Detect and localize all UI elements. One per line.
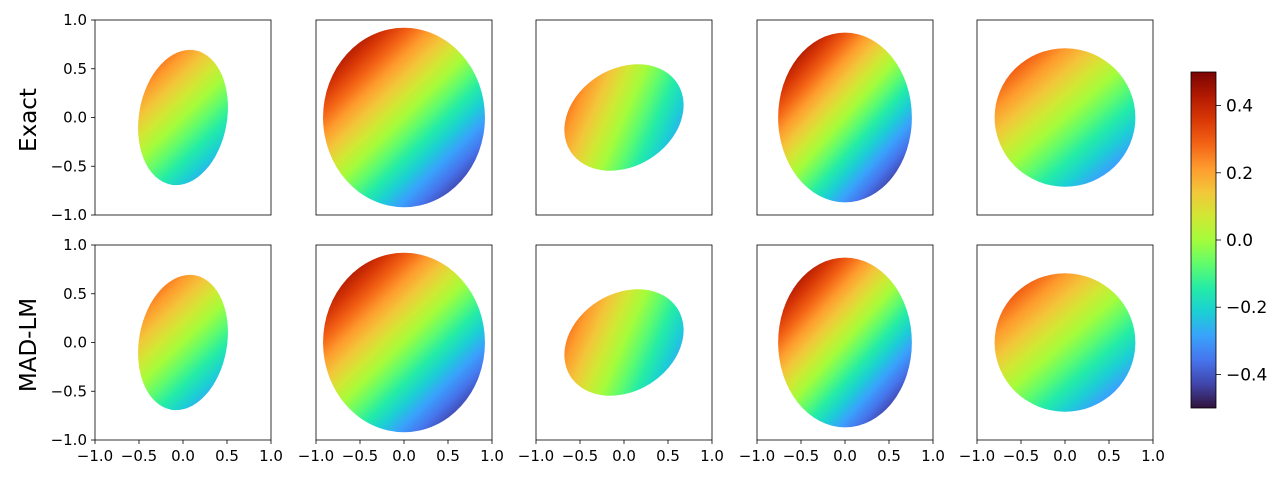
y-tick-label: 1.0 [63, 236, 87, 254]
x-tick-label: −1.0 [298, 447, 334, 465]
axes-frame [315, 19, 493, 216]
x-tick-label: −0.5 [1003, 447, 1039, 465]
scatter-cloud [994, 273, 1136, 412]
panel-1-1: 1.0 0.5 0.0 −0.5 −1.0 [51, 11, 272, 224]
axes-frame [976, 19, 1154, 216]
x-tick-label: 0.0 [1053, 447, 1077, 465]
colorbar-tick-label: −0.2 [1226, 298, 1267, 318]
x-tick-label: 1.0 [921, 447, 945, 465]
colorbar-tick-label: −0.4 [1226, 365, 1267, 385]
panel-1-2 [315, 19, 493, 216]
x-tick-label: −0.5 [562, 447, 598, 465]
scatter-cloud [778, 257, 912, 428]
x-tick-label: −0.5 [121, 447, 157, 465]
panel-2-5: −1.0 −0.5 0.0 0.5 1.0 [959, 244, 1165, 465]
x-tick-label: 1.0 [259, 447, 283, 465]
x-tick-label: −1.0 [959, 447, 995, 465]
x-tick-label: 0.5 [877, 447, 901, 465]
colorbar-tick-label: 0.0 [1226, 231, 1253, 251]
axes-frame [535, 19, 713, 216]
x-tick-label: 0.5 [656, 447, 680, 465]
row-label-exact: Exact [16, 88, 42, 152]
panels-grid: 1.00.50.0−0.5−1.01.00.50.0−0.5−1.0−1.0 −0… [51, 11, 1165, 465]
colorbar-tick-label: 0.4 [1226, 97, 1253, 117]
panel-1-5 [976, 19, 1154, 216]
y-tick-label: 0.5 [63, 285, 87, 303]
scatter-cloud [994, 48, 1136, 187]
scatter-cloud [323, 252, 485, 433]
colorbar-gradient [1191, 72, 1216, 408]
panel-2-4: −1.0 −0.5 0.0 0.5 1.0 [739, 244, 945, 465]
scatter-cloud [323, 27, 485, 208]
x-tick-label: 0.0 [171, 447, 195, 465]
y-tick-label: −1.0 [51, 431, 87, 449]
panel-2-1: 1.0 0.5 0.0 −0.5 −1.0−1.0 −0.5 0.0 0.5 1.0 [51, 236, 283, 465]
x-tick-label: −1.0 [518, 447, 554, 465]
y-tick-label: −0.5 [51, 382, 87, 400]
x-tick-label: −1.0 [739, 447, 775, 465]
x-tick-label: 0.0 [392, 447, 416, 465]
scatter-cloud [778, 32, 912, 203]
x-tick-label: −0.5 [342, 447, 378, 465]
x-tick-label: 0.5 [1097, 447, 1121, 465]
x-tick-label: 0.5 [215, 447, 239, 465]
axes-frame [756, 19, 934, 216]
y-tick-label: −0.5 [51, 157, 87, 175]
panel-1-3 [535, 19, 713, 216]
x-tick-label: 1.0 [480, 447, 504, 465]
colorbar-tick-label: 0.2 [1226, 164, 1253, 184]
x-tick-label: 0.5 [436, 447, 460, 465]
row-label-mad-lm: MAD-LM [16, 298, 42, 392]
x-tick-label: −1.0 [77, 447, 113, 465]
row-labels: Exact MAD-LM [16, 88, 42, 392]
x-tick-label: 0.0 [833, 447, 857, 465]
y-tick-label: 0.0 [63, 109, 87, 127]
scatter-cloud [138, 274, 228, 411]
panel-2-2: −1.0 −0.5 0.0 0.5 1.0 [298, 244, 504, 465]
y-tick-label: 0.5 [63, 60, 87, 78]
colorbar: 0.4 0.2 0.0 −0.2 −0.4 [1190, 71, 1267, 409]
panel-1-4 [756, 19, 934, 216]
panel-2-3: −1.0 −0.5 0.0 0.5 1.0 [518, 244, 724, 465]
y-tick-label: −1.0 [51, 206, 87, 224]
x-tick-label: 0.0 [612, 447, 636, 465]
x-tick-label: −0.5 [783, 447, 819, 465]
x-tick-label: 1.0 [700, 447, 724, 465]
y-tick-label: 0.0 [63, 334, 87, 352]
y-tick-label: 1.0 [63, 11, 87, 29]
scatter-cloud [564, 289, 684, 396]
scatter-cloud [564, 64, 684, 171]
x-tick-label: 1.0 [1141, 447, 1165, 465]
scatter-cloud [138, 49, 228, 186]
